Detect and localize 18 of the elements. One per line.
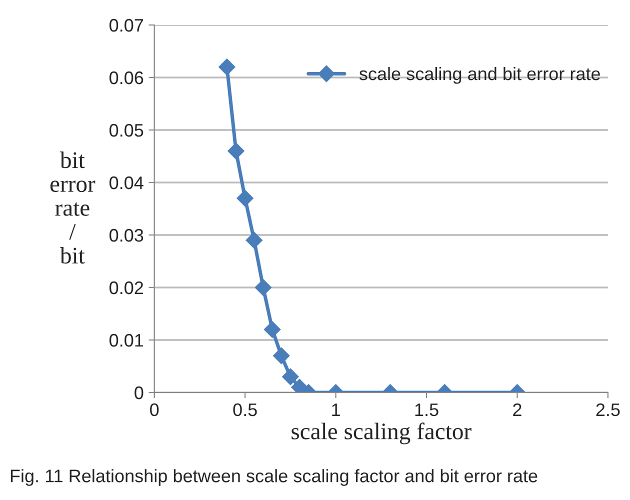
y-tick-label: 0.02 — [110, 281, 144, 294]
x-tick-label: 2.5 — [596, 403, 620, 416]
y-tick-label: 0.04 — [110, 176, 144, 190]
x-tick-label: 2 — [513, 403, 522, 416]
x-tick-label: 0.5 — [233, 403, 257, 416]
x-tick-label: 0 — [150, 403, 159, 416]
y-axis-title: bit error rate / bit — [50, 152, 96, 264]
x-tick-label: 1.5 — [415, 404, 438, 416]
caption: Fig. 11 Relationship between scale scaling factor and bit error rate — [10, 469, 538, 486]
x-axis-title: scale scaling factor — [292, 422, 472, 444]
y-tick-label: 0.05 — [110, 124, 144, 137]
x-tick-label: 1 — [332, 404, 340, 416]
y-tick-label: 0.03 — [110, 228, 144, 242]
y-tick-label: 0.01 — [110, 334, 144, 347]
legend-label: scale scaling and bit error rate — [359, 66, 600, 84]
y-tick-label: 0.07 — [110, 18, 144, 32]
y-tick-label: 0.06 — [110, 71, 144, 84]
y-tick-label: 0 — [134, 386, 144, 400]
